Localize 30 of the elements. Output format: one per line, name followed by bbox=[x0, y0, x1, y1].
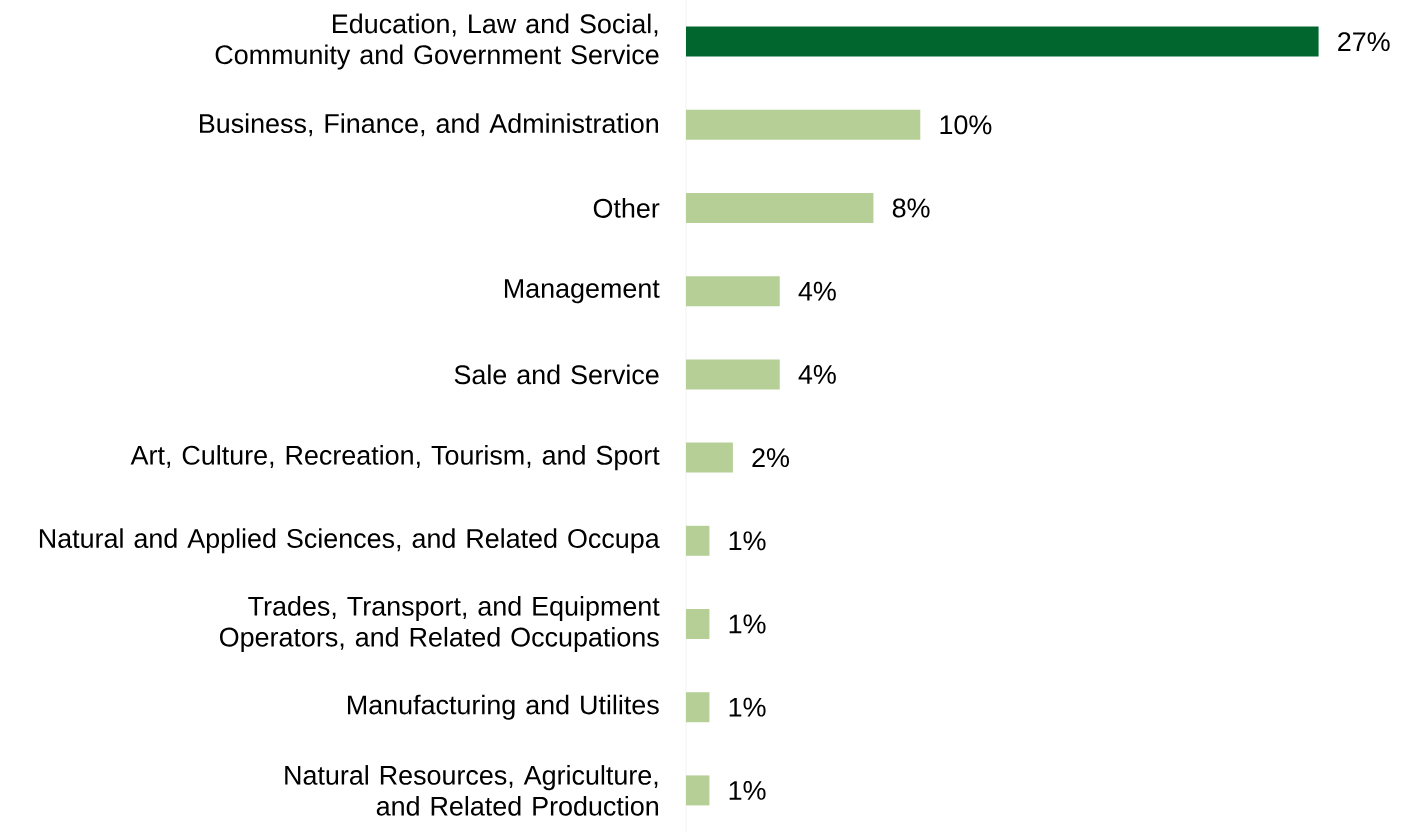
y-tick-label: Natural and Applied Sciences, and Related Occupa bbox=[39, 528, 660, 554]
y-tick-label: Sale and Service bbox=[454, 364, 659, 385]
y-tick-label: Art, Culture, Recreation, Tourism, and Sport bbox=[130, 445, 660, 471]
data-label: 4% bbox=[798, 281, 836, 301]
data-label: 1% bbox=[729, 697, 766, 717]
data-label: 8% bbox=[892, 198, 930, 218]
data-label: 10% bbox=[940, 115, 992, 135]
bar bbox=[686, 692, 710, 723]
data-label: 1% bbox=[729, 780, 766, 800]
bar bbox=[686, 525, 710, 556]
y-tick-label: Natural Resources, Agriculture, and Related Production bbox=[285, 765, 658, 816]
bar bbox=[686, 26, 1319, 57]
data-label: 1% bbox=[729, 531, 766, 551]
y-tick-label: Business, Finance, and Administration bbox=[200, 113, 658, 137]
bar bbox=[686, 276, 780, 307]
data-label: 27% bbox=[1338, 32, 1390, 52]
y-tick-label: Education, Law and Social, Community and Government Service bbox=[215, 13, 659, 70]
bar bbox=[686, 193, 874, 224]
bar bbox=[686, 109, 921, 140]
bar bbox=[686, 359, 780, 390]
y-tick-label: Trades, Transport, and Equipment Operators, and Related Occupations bbox=[219, 596, 660, 652]
bar bbox=[686, 609, 710, 640]
bar bbox=[686, 775, 710, 806]
y-tick-label: Other bbox=[593, 198, 660, 218]
data-label: 2% bbox=[752, 448, 789, 468]
y-tick-label: Manufacturing and Utilites bbox=[348, 694, 659, 720]
y-tick-label: Management bbox=[504, 279, 660, 304]
data-label: 4% bbox=[798, 364, 836, 384]
bar bbox=[686, 442, 733, 473]
data-label: 1% bbox=[729, 614, 766, 634]
